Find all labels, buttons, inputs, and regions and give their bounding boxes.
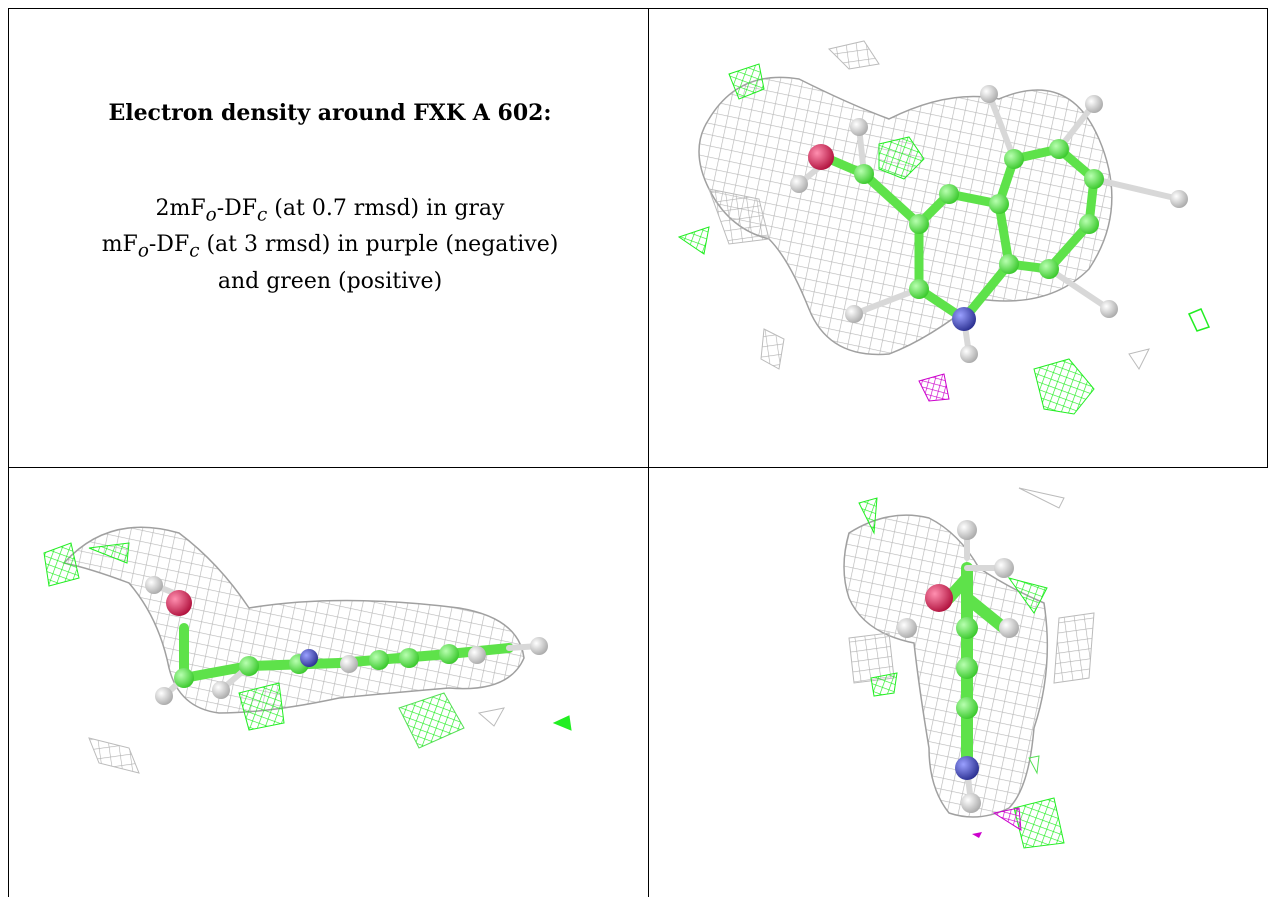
table-row-divider [8,467,1268,468]
figure-title: Electron density around FXK A 602: [108,100,552,126]
legend-line-3: and green (positive) [217,268,443,294]
ligand-atoms [897,520,1019,813]
density-view-side [43,526,572,774]
caption-cell: Electron density around FXK A 602: 2mFo-… [10,60,650,297]
ligand-atoms [790,85,1188,363]
gray-density-mesh [843,487,1095,818]
legend-text: 2mFo-DFc (at 0.7 rmsd) in gray mFo-DFc (… [10,194,650,297]
gray-density-mesh [698,40,1150,370]
table-left-border [8,8,9,897]
negative-purple-density [918,373,950,402]
density-view-end [843,487,1095,849]
positive-green-density [43,542,572,749]
oxygen-atom [166,590,192,616]
table-right-border [1267,8,1268,468]
positive-green-density [677,63,1211,415]
table-top-border [8,8,1268,9]
oxygen-atom [808,144,834,170]
ligand-atoms [145,576,548,705]
oxygen-atom [925,584,953,612]
positive-green-density [858,497,1065,849]
nitrogen-atom [300,649,318,667]
negative-purple-density [972,807,1022,838]
table-middle-border [648,8,649,897]
legend-line-2: mFo-DFc (at 3 rmsd) in purple (negative) [101,232,559,262]
nitrogen-atom [955,756,979,780]
nitrogen-atom [952,307,976,331]
legend-line-1: 2mFo-DFc (at 0.7 rmsd) in gray [155,196,505,226]
density-view-top [677,40,1211,415]
